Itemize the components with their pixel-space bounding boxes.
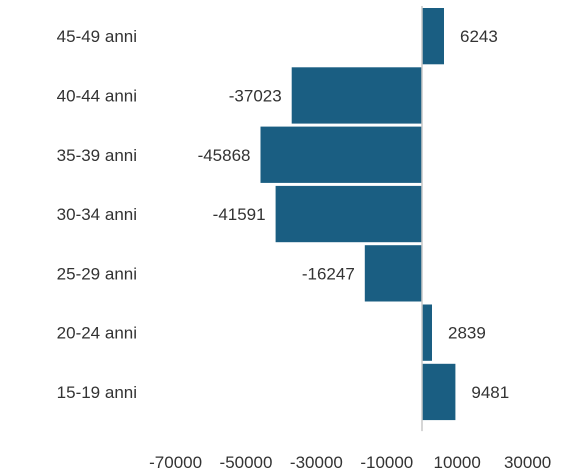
data-label-25-29-anni: -16247 bbox=[302, 264, 355, 283]
x-tick-label: 10000 bbox=[434, 453, 481, 471]
category-label-25-29-anni: 25-29 anni bbox=[57, 264, 137, 283]
x-tick-label: -30000 bbox=[290, 453, 343, 471]
data-label-35-39-anni: -45868 bbox=[198, 146, 251, 165]
category-label-45-49-anni: 45-49 anni bbox=[57, 27, 137, 46]
bar-20-24-anni bbox=[422, 304, 432, 361]
x-axis-ticks: -70000 -50000 -30000 -10000 10000 30000 bbox=[149, 453, 551, 471]
bars-layer bbox=[260, 8, 456, 421]
bar-25-29-anni bbox=[364, 245, 422, 302]
bar-30-34-anni bbox=[275, 185, 422, 243]
bar-15-19-anni bbox=[422, 363, 456, 421]
data-labels-layer: 6243 -37023 -45868 -41591 -16247 2839 9481 bbox=[198, 27, 510, 402]
bar-35-39-anni bbox=[260, 126, 422, 183]
data-label-20-24-anni: 2839 bbox=[448, 324, 486, 343]
data-label-15-19-anni: 9481 bbox=[471, 383, 509, 402]
category-label-30-34-anni: 30-34 anni bbox=[57, 205, 137, 224]
category-label-15-19-anni: 15-19 anni bbox=[57, 383, 137, 402]
category-label-40-44-anni: 40-44 anni bbox=[57, 86, 137, 105]
bar-45-49-anni bbox=[422, 8, 444, 65]
x-tick-label: 30000 bbox=[504, 453, 551, 471]
data-label-45-49-anni: 6243 bbox=[460, 27, 498, 46]
data-label-40-44-anni: -37023 bbox=[229, 86, 282, 105]
data-label-30-34-anni: -41591 bbox=[213, 205, 266, 224]
category-labels-layer: 45-49 anni 40-44 anni 35-39 anni 30-34 anni… bbox=[57, 27, 137, 402]
x-tick-label: -50000 bbox=[220, 453, 273, 471]
category-label-35-39-anni: 35-39 anni bbox=[57, 146, 137, 165]
bar-40-44-anni bbox=[291, 67, 422, 124]
category-label-20-24-anni: 20-24 anni bbox=[57, 324, 137, 343]
x-tick-label: -10000 bbox=[360, 453, 413, 471]
x-tick-label: -70000 bbox=[149, 453, 202, 471]
